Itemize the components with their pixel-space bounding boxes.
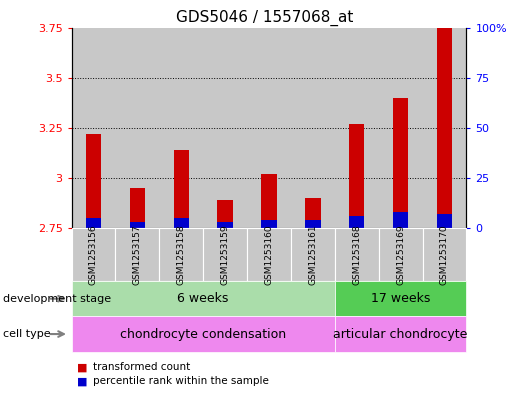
Bar (437, 214, 452, 228)
Bar (130, 222, 145, 228)
Text: 6 weeks: 6 weeks (178, 292, 229, 305)
Bar (349, 216, 365, 228)
Bar (247, 28, 291, 228)
Bar (422, 28, 466, 228)
Bar (349, 124, 365, 228)
Bar (393, 212, 408, 228)
Text: GSM1253158: GSM1253158 (176, 224, 186, 285)
Bar (203, 28, 247, 228)
Bar (86, 218, 101, 228)
Bar (217, 200, 233, 228)
Bar (305, 220, 321, 228)
Bar (305, 198, 321, 228)
Text: GSM1253160: GSM1253160 (264, 224, 273, 285)
Text: GSM1253169: GSM1253169 (396, 224, 405, 285)
Bar (160, 28, 203, 228)
Text: transformed count: transformed count (93, 362, 190, 373)
Text: GSM1253161: GSM1253161 (308, 224, 317, 285)
Bar (335, 28, 378, 228)
Text: GDS5046 / 1557068_at: GDS5046 / 1557068_at (176, 10, 354, 26)
Bar (173, 150, 189, 228)
Text: ■: ■ (77, 362, 87, 373)
Bar (393, 98, 408, 228)
Bar (130, 188, 145, 228)
Bar (261, 174, 277, 228)
Text: GSM1253159: GSM1253159 (220, 224, 229, 285)
Bar (437, 28, 452, 228)
Bar (173, 218, 189, 228)
Text: development stage: development stage (3, 294, 111, 304)
Text: GSM1253156: GSM1253156 (89, 224, 98, 285)
Bar (86, 134, 101, 228)
Text: GSM1253168: GSM1253168 (352, 224, 361, 285)
Text: cell type: cell type (3, 329, 50, 339)
Text: 17 weeks: 17 weeks (371, 292, 430, 305)
Bar (217, 222, 233, 228)
Bar (291, 28, 335, 228)
Bar (261, 220, 277, 228)
Bar (378, 28, 422, 228)
Text: GSM1253157: GSM1253157 (133, 224, 142, 285)
Text: percentile rank within the sample: percentile rank within the sample (93, 376, 269, 386)
Text: GSM1253170: GSM1253170 (440, 224, 449, 285)
Text: ■: ■ (77, 376, 87, 386)
Text: articular chondrocyte: articular chondrocyte (333, 327, 468, 341)
Bar (72, 28, 116, 228)
Bar (116, 28, 160, 228)
Text: chondrocyte condensation: chondrocyte condensation (120, 327, 286, 341)
